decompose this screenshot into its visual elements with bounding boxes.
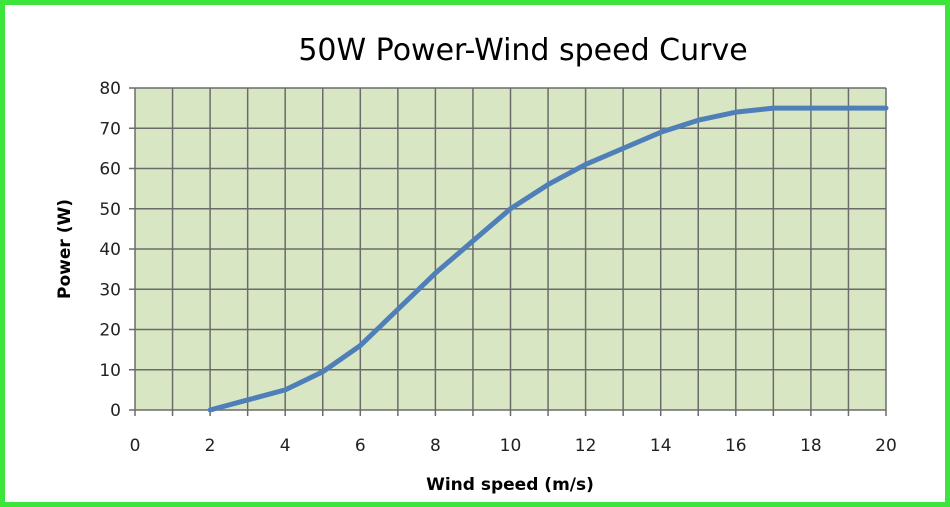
- y-tick-label: 30: [99, 280, 121, 300]
- y-tick-label: 50: [99, 200, 121, 220]
- y-tick-label: 80: [99, 79, 121, 99]
- y-tick-label: 70: [99, 119, 121, 139]
- grid: [129, 87, 887, 416]
- x-tick-label: 8: [430, 436, 441, 456]
- y-tick-label: 10: [99, 361, 121, 381]
- x-tick-label: 16: [725, 436, 747, 456]
- y-tick-label: 0: [110, 401, 121, 421]
- x-axis-ticks: 0 2 4 6 8 10 12 14 16 18 20: [130, 436, 897, 456]
- y-axis-label: Power (W): [55, 199, 75, 299]
- x-tick-label: 14: [650, 436, 672, 456]
- x-tick-label: 2: [205, 436, 216, 456]
- x-tick-label: 4: [280, 436, 291, 456]
- x-tick-label: 20: [875, 436, 897, 456]
- x-tick-label: 0: [130, 436, 141, 456]
- y-tick-label: 40: [99, 240, 121, 260]
- x-tick-label: 10: [500, 436, 522, 456]
- series-line: [207, 105, 889, 413]
- y-tick-label: 60: [99, 160, 121, 180]
- x-axis-label: Wind speed (m/s): [426, 475, 594, 495]
- chart-title: 50W Power-Wind speed Curve: [298, 33, 747, 68]
- x-tick-label: 6: [355, 436, 366, 456]
- y-tick-label: 20: [99, 321, 121, 341]
- x-tick-label: 12: [575, 436, 597, 456]
- y-axis-ticks: 0 10 20 30 40 50 60 70 80: [99, 79, 121, 421]
- x-tick-label: 18: [800, 436, 822, 456]
